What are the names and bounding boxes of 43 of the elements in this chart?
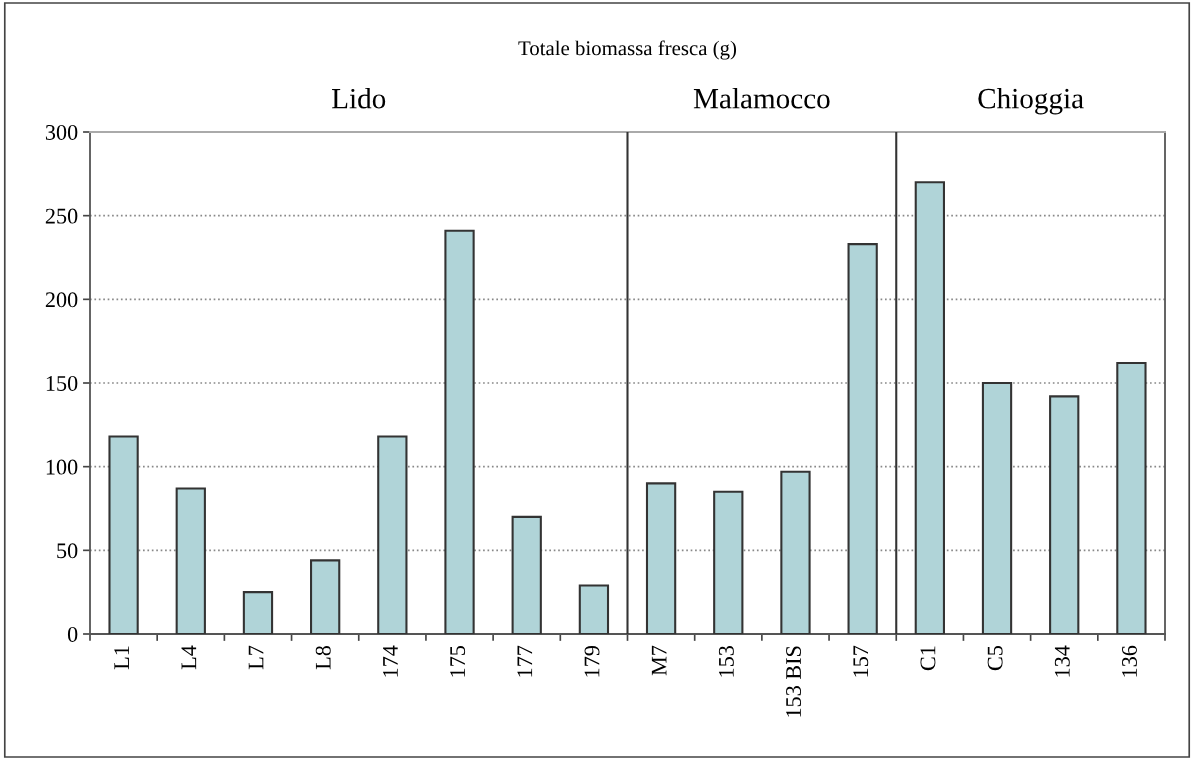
- bar: [242, 591, 274, 634]
- bar: [1049, 395, 1080, 634]
- y-tick-label: 0: [67, 626, 78, 642]
- x-tick-label: 177: [517, 645, 533, 677]
- y-tick-label: 100: [46, 459, 78, 475]
- x-tick-label: 153: [718, 645, 734, 677]
- text: Malamocco: [693, 87, 830, 109]
- bar: [981, 381, 1013, 634]
- bar: [175, 487, 206, 634]
- bar: [847, 243, 878, 634]
- bar: [645, 482, 677, 634]
- bar: [713, 490, 744, 634]
- x-tick-label: 157: [853, 645, 869, 677]
- x-tick-label: C5: [987, 645, 1003, 671]
- bar: [444, 229, 475, 634]
- y-tick-label: 150: [46, 375, 78, 391]
- x-tick-label: 175: [450, 645, 466, 677]
- bar: [108, 435, 139, 634]
- text: Chioggia: [978, 87, 1084, 115]
- x-tick-label: 174: [383, 645, 398, 677]
- x-tick-label: C1: [920, 646, 936, 671]
- x-tick-label: 179: [584, 646, 600, 677]
- x-tick-label: 134: [1054, 645, 1070, 677]
- x-tick-label: L7: [248, 645, 264, 670]
- bar: [578, 584, 610, 634]
- x-tick-label: L8: [315, 645, 331, 670]
- x-tick-label: L4: [181, 645, 197, 670]
- x-tick-label: 136: [1122, 645, 1137, 677]
- bar: [511, 515, 542, 634]
- bar: [1116, 361, 1147, 634]
- y-tick-label: 250: [45, 208, 78, 224]
- bar: [914, 181, 945, 634]
- bar: [310, 559, 341, 634]
- y-tick-label: 200: [45, 292, 78, 308]
- x-tick-label: 153 BIS: [786, 646, 802, 717]
- y-tick-label: 300: [45, 124, 78, 140]
- y-tick-label: 50: [57, 543, 78, 559]
- bar: [377, 435, 408, 634]
- x-tick-label: M7: [651, 645, 667, 676]
- x-tick-label: L1: [114, 646, 129, 670]
- text: Lido: [332, 87, 386, 109]
- bar: [780, 470, 811, 634]
- chart-title: Totale biomassa fresca (g): [518, 40, 737, 60]
